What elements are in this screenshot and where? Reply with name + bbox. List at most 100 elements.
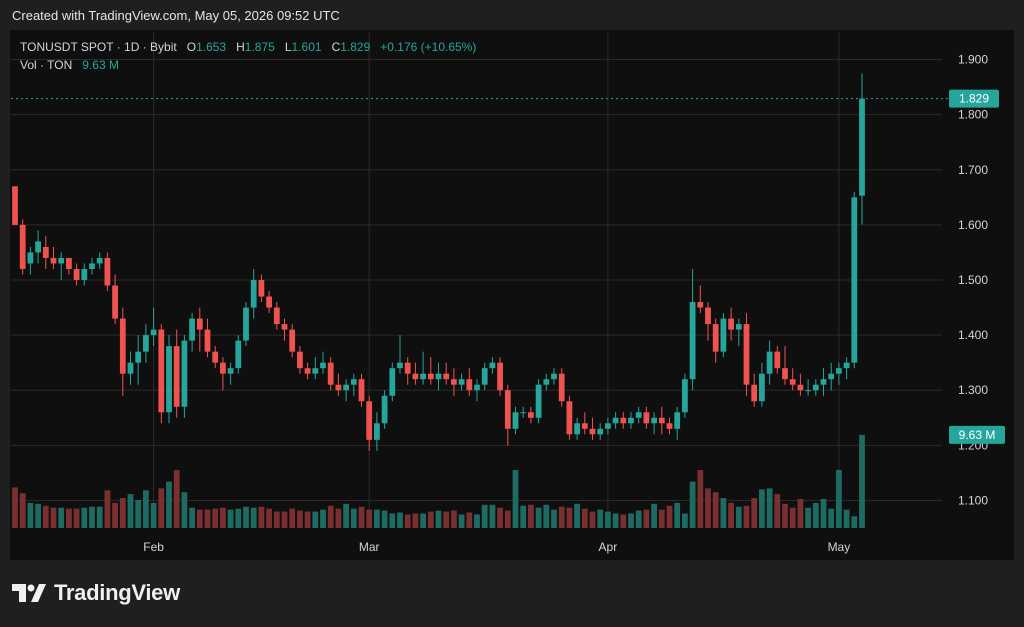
candle-body <box>705 307 711 325</box>
candle-body <box>751 384 758 402</box>
volume-bar <box>304 511 311 528</box>
volume-bar <box>520 505 527 528</box>
volume-bar <box>81 507 88 528</box>
last-price-tag <box>949 89 999 108</box>
volume-bar <box>320 509 326 528</box>
candle-body <box>104 257 111 286</box>
volume-legend: Vol · TON 9.63 M <box>20 58 119 72</box>
volume-bar <box>358 506 365 528</box>
price-tick-label: 1.700 <box>958 163 988 177</box>
volume-bar <box>635 510 642 528</box>
volume-bar <box>812 502 819 528</box>
candle-body <box>805 390 811 392</box>
time-tick-label: Feb <box>143 540 164 554</box>
volume-bar <box>789 507 796 528</box>
price-tick-label: 1.100 <box>958 493 988 507</box>
candle-body <box>374 423 380 440</box>
candle-body <box>404 362 411 374</box>
candle-body <box>443 373 450 380</box>
candle-body <box>812 384 819 391</box>
volume-bar <box>528 504 534 528</box>
volume-bar <box>235 508 242 528</box>
volume-bar <box>705 488 711 528</box>
candle-body <box>281 324 288 330</box>
candle-body <box>566 401 573 435</box>
candle-body <box>782 368 788 380</box>
volume-label[interactable]: Vol · TON <box>20 58 73 72</box>
candle-body <box>420 373 426 380</box>
volume-bar <box>66 508 72 528</box>
candle-body <box>612 417 619 424</box>
volume-value: 9.63 M <box>82 58 119 72</box>
volume-bar <box>119 498 126 528</box>
price-tick-label: 1.900 <box>958 53 988 67</box>
volume-bar <box>420 513 426 528</box>
volume-bar <box>127 494 134 528</box>
volume-bar <box>243 506 249 528</box>
tradingview-brand[interactable]: TradingView <box>12 580 180 606</box>
candle-body <box>312 368 319 374</box>
open-label: O <box>186 40 197 54</box>
candle-body <box>427 373 434 380</box>
volume-bar <box>27 502 34 528</box>
volume-bar <box>666 505 673 528</box>
volume-bar <box>42 505 49 528</box>
candle-body <box>19 224 26 269</box>
volume-bar <box>674 502 681 528</box>
volume-bar <box>743 505 750 528</box>
volume-bar <box>859 434 865 528</box>
candle-body <box>666 423 673 429</box>
open-value: 1.653 <box>196 40 227 54</box>
candle-body <box>828 373 835 380</box>
candle-body <box>605 423 611 429</box>
volume-bar <box>581 508 588 528</box>
candle-body <box>520 412 527 414</box>
candle-body <box>127 362 134 374</box>
price-tick-label: 1.600 <box>958 218 988 232</box>
volume-bar <box>843 509 850 528</box>
volume-bar <box>50 507 57 528</box>
volume-bar <box>474 514 480 528</box>
ohlc-legend: TONUSDT SPOT · 1D · Bybit O1.653 H1.875 … <box>20 40 476 54</box>
candle-body <box>851 197 858 363</box>
volume-bar <box>458 514 465 528</box>
candle-body <box>81 268 88 280</box>
volume-bar <box>181 492 188 528</box>
candle-body <box>759 373 765 402</box>
low-value: 1.601 <box>291 40 322 54</box>
volume-bar <box>689 481 696 528</box>
volume-bar <box>404 514 411 528</box>
volume-bar <box>535 507 542 528</box>
candle-body <box>297 351 303 369</box>
volume-bar <box>435 510 442 528</box>
candle-body <box>150 329 157 336</box>
volume-bar <box>504 510 511 528</box>
candle-body <box>689 302 696 380</box>
candle-body <box>489 362 496 369</box>
volume-bar <box>728 502 734 528</box>
candle-body <box>635 412 642 418</box>
volume-bar <box>612 513 619 528</box>
volume-bar <box>374 509 380 528</box>
candle-body <box>458 379 465 385</box>
symbol-label[interactable]: TONUSDT SPOT · 1D · Bybit <box>20 40 177 54</box>
volume-bar <box>166 481 172 528</box>
volume-bar <box>574 503 580 528</box>
volume-bar <box>335 508 342 528</box>
tradingview-logo-icon <box>12 584 46 602</box>
volume-bar <box>281 511 288 528</box>
volume-bar <box>628 513 634 528</box>
candle-body <box>289 329 296 352</box>
volume-bar <box>682 513 688 528</box>
candle-body <box>435 373 442 380</box>
volume-bar <box>112 502 118 528</box>
volume-bar <box>735 506 742 528</box>
price-tick-label: 1.300 <box>958 383 988 397</box>
volume-bar <box>605 511 611 528</box>
volume-bar <box>589 511 596 528</box>
candle-body <box>574 423 580 435</box>
volume-bar <box>250 507 257 528</box>
candle-body <box>73 268 80 280</box>
volume-bar <box>19 493 26 528</box>
